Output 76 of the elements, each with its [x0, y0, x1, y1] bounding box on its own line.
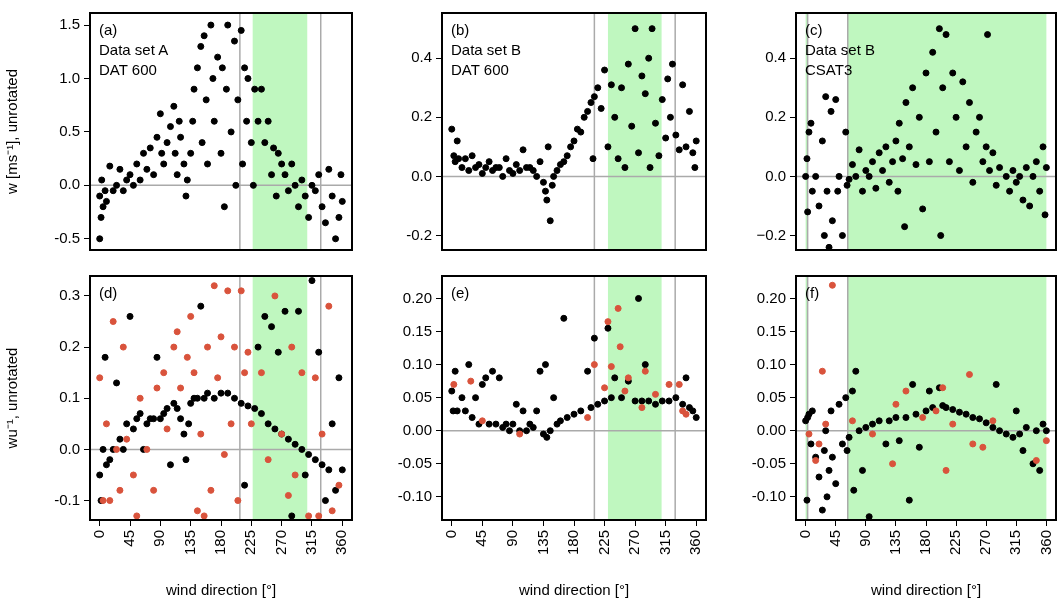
x-tick-label: 270	[625, 530, 643, 556]
y-tick-label: -0.1	[54, 490, 80, 508]
annotation: (d)	[99, 283, 118, 301]
y-tick-label: 0.05	[402, 387, 432, 405]
x-tick-label: 225	[946, 530, 964, 556]
y-tick-label: 0.0	[411, 166, 432, 184]
x-tick-label: 360	[332, 530, 350, 556]
x-tick-label: 0	[795, 530, 813, 539]
x-tick-label: 45	[120, 530, 138, 547]
annotation: (b)	[451, 20, 470, 38]
y-tick-label: -0.10	[751, 487, 786, 504]
y-tick-label: 0.0	[765, 166, 786, 184]
y-tick-label: -0.2	[406, 225, 432, 243]
y-tick-label: 0.15	[402, 321, 432, 339]
x-tick-label: 0	[441, 530, 459, 539]
annotation: DAT 600	[451, 60, 509, 78]
x-tick-label: 270	[271, 530, 289, 556]
x-tick-label: 90	[150, 530, 168, 547]
y-tick-label: 0.20	[402, 288, 432, 306]
y-tick-label: 0.4	[765, 48, 786, 66]
annotation: Data set B	[451, 40, 522, 58]
annotation: CSAT3	[805, 60, 853, 78]
y-tick-label: 1.5	[59, 15, 80, 33]
y-tick-label: 0.2	[411, 107, 432, 125]
y-tick-label: 0.10	[402, 354, 432, 372]
x-tick-label: 225	[594, 530, 612, 556]
y-axis-title: w [ms⁻¹], unrotated	[3, 68, 21, 196]
x-tick-label: 225	[241, 530, 259, 556]
y-tick-label: -0.05	[397, 453, 432, 471]
y-tick-label: 0.20	[756, 288, 786, 306]
annotation: (c)	[805, 20, 823, 38]
x-tick-label: 180	[916, 530, 934, 556]
y-tick-label: 0.00	[756, 420, 786, 438]
y-tick-label: 0.15	[756, 321, 786, 339]
y-tick-label: -0.10	[397, 487, 432, 504]
x-tick-label: 135	[533, 530, 551, 556]
x-tick-label: 90	[503, 530, 521, 547]
y-tick-label: 0.1	[59, 388, 80, 406]
x-tick-label: 45	[472, 530, 490, 547]
x-tick-label: 180	[564, 530, 582, 556]
y-tick-label: 0.3	[59, 286, 80, 304]
x-tick-label: 360	[1036, 530, 1054, 556]
annotation: (a)	[99, 20, 118, 38]
y-tick-label: 1.0	[59, 68, 80, 86]
y-tick-label: −0.2	[756, 225, 786, 243]
y-tick-label: 0.2	[59, 337, 80, 355]
y-tick-label: 0.2	[765, 107, 786, 125]
x-tick-label: 270	[976, 530, 994, 556]
x-tick-label: 315	[1006, 530, 1024, 556]
annotation: Data set A	[99, 40, 169, 58]
y-tick-label: 0.05	[756, 387, 786, 405]
x-axis-title: wind direction [°]	[869, 581, 982, 599]
x-tick-label: 315	[655, 530, 673, 556]
annotation: Data set B	[805, 40, 876, 58]
y-tick-label: 0.5	[59, 122, 80, 140]
y-tick-label: 0.00	[402, 420, 432, 438]
annotation: (e)	[451, 283, 470, 301]
x-tick-label: 180	[211, 530, 229, 556]
y-tick-label: 0.0	[59, 439, 80, 457]
x-axis-title: wind direction [°]	[164, 581, 277, 599]
x-tick-label: 360	[686, 530, 704, 556]
annotation: (f)	[805, 283, 820, 301]
x-tick-label: 315	[302, 530, 320, 556]
y-tick-label: 0.10	[756, 354, 786, 372]
x-tick-label: 135	[180, 530, 198, 556]
x-axis-title: wind direction [°]	[517, 581, 630, 599]
annotation: DAT 600	[99, 60, 157, 78]
y-tick-label: 0.0	[59, 175, 80, 193]
y-axis-title: wu⁻¹, unrotated	[3, 347, 21, 450]
y-tick-label: -0.05	[751, 453, 786, 471]
x-tick-label: 135	[886, 530, 904, 556]
x-tick-label: 45	[825, 530, 843, 547]
y-tick-label: -0.5	[54, 228, 80, 246]
x-tick-label: 0	[89, 530, 107, 539]
y-tick-label: 0.4	[411, 48, 432, 66]
x-tick-label: 90	[855, 530, 873, 547]
